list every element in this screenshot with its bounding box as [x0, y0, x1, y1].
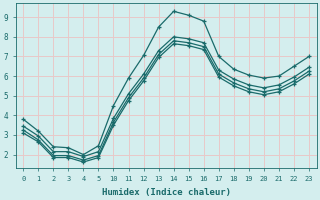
X-axis label: Humidex (Indice chaleur): Humidex (Indice chaleur)	[102, 188, 231, 197]
